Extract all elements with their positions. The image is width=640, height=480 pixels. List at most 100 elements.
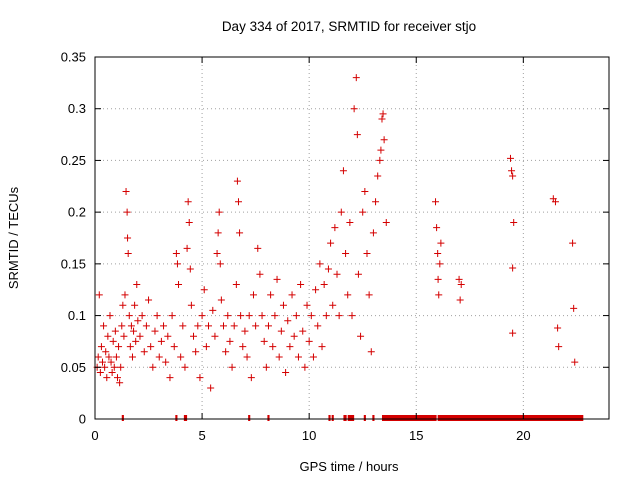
- data-point: [147, 343, 155, 351]
- data-point: [155, 353, 163, 361]
- data-point: [322, 312, 330, 320]
- data-point: [363, 250, 371, 258]
- data-point: [294, 353, 302, 361]
- data-point: [297, 281, 305, 289]
- data-point: [107, 358, 115, 366]
- data-point: [288, 291, 296, 299]
- data-point: [98, 358, 106, 366]
- data-point: [275, 353, 283, 361]
- data-point: [455, 275, 463, 283]
- data-point: [109, 337, 117, 345]
- data-point: [434, 275, 442, 283]
- data-point: [181, 363, 189, 371]
- x-tick-label: 10: [302, 428, 316, 443]
- data-point: [192, 348, 200, 356]
- data-point: [133, 281, 141, 289]
- data-point: [157, 337, 165, 345]
- data-point: [509, 329, 517, 337]
- data-point: [106, 312, 114, 320]
- data-point: [142, 322, 150, 330]
- zero-value-marker: [267, 415, 270, 421]
- data-point: [170, 343, 178, 351]
- data-point: [269, 343, 277, 351]
- data-point: [260, 337, 268, 345]
- data-point: [279, 301, 287, 309]
- data-point: [241, 327, 249, 335]
- data-point: [190, 332, 198, 340]
- data-point: [367, 348, 375, 356]
- data-point: [374, 172, 382, 180]
- y-tick-label: 0.25: [61, 153, 86, 168]
- data-point: [436, 260, 444, 268]
- data-point: [233, 177, 241, 185]
- data-point: [380, 136, 388, 144]
- data-point: [361, 187, 369, 195]
- data-point: [282, 368, 290, 376]
- data-point: [236, 229, 244, 237]
- data-point: [237, 312, 245, 320]
- data-point: [571, 358, 579, 366]
- x-tick-label: 15: [409, 428, 423, 443]
- zero-value-marker: [331, 415, 334, 421]
- data-point: [162, 358, 170, 366]
- data-point: [510, 218, 518, 226]
- zero-value-marker: [248, 415, 251, 421]
- data-point: [205, 322, 213, 330]
- x-axis-label: GPS time / hours: [300, 459, 399, 474]
- data-point: [252, 322, 260, 330]
- data-point: [335, 312, 343, 320]
- data-point: [508, 167, 516, 175]
- data-point: [112, 353, 120, 361]
- data-point: [509, 264, 517, 272]
- data-point: [123, 208, 131, 216]
- y-tick-label: 0: [79, 412, 86, 427]
- data-point: [110, 363, 118, 371]
- data-point: [352, 74, 360, 82]
- data-point: [303, 301, 311, 309]
- data-point: [433, 224, 441, 232]
- data-point: [551, 198, 559, 206]
- y-tick-label: 0.3: [68, 101, 86, 116]
- zero-value-marker: [328, 415, 331, 421]
- y-tick-label: 0.15: [61, 256, 86, 271]
- data-point: [220, 322, 227, 330]
- data-point: [337, 208, 345, 216]
- data-point: [570, 304, 578, 312]
- data-point: [506, 154, 514, 162]
- data-point: [138, 312, 146, 320]
- data-point: [213, 250, 221, 258]
- data-point: [118, 322, 126, 330]
- data-point: [346, 218, 354, 226]
- data-point: [100, 322, 108, 330]
- data-point: [554, 324, 562, 332]
- data-point: [333, 270, 341, 278]
- data-point: [151, 327, 159, 335]
- data-point: [372, 198, 380, 206]
- data-point: [350, 105, 358, 113]
- data-point: [267, 291, 275, 299]
- data-point: [312, 286, 320, 294]
- data-point: [168, 312, 176, 320]
- data-point: [124, 250, 132, 258]
- data-point: [234, 198, 242, 206]
- data-point: [136, 332, 144, 340]
- chart-title: Day 334 of 2017, SRMTID for receiver stj…: [222, 19, 476, 34]
- data-point: [290, 332, 298, 340]
- data-point: [216, 260, 224, 268]
- data-point: [378, 115, 386, 123]
- data-point: [111, 327, 119, 335]
- data-point: [186, 265, 194, 273]
- data-point: [299, 327, 307, 335]
- data-point: [177, 353, 185, 361]
- data-point: [215, 208, 223, 216]
- data-point: [305, 337, 313, 345]
- data-point: [359, 208, 367, 216]
- data-point: [187, 301, 195, 309]
- data-point: [134, 317, 142, 325]
- data-point: [245, 312, 253, 320]
- data-point: [131, 301, 139, 309]
- data-point: [307, 312, 315, 320]
- data-point: [173, 260, 181, 268]
- data-point: [377, 146, 385, 154]
